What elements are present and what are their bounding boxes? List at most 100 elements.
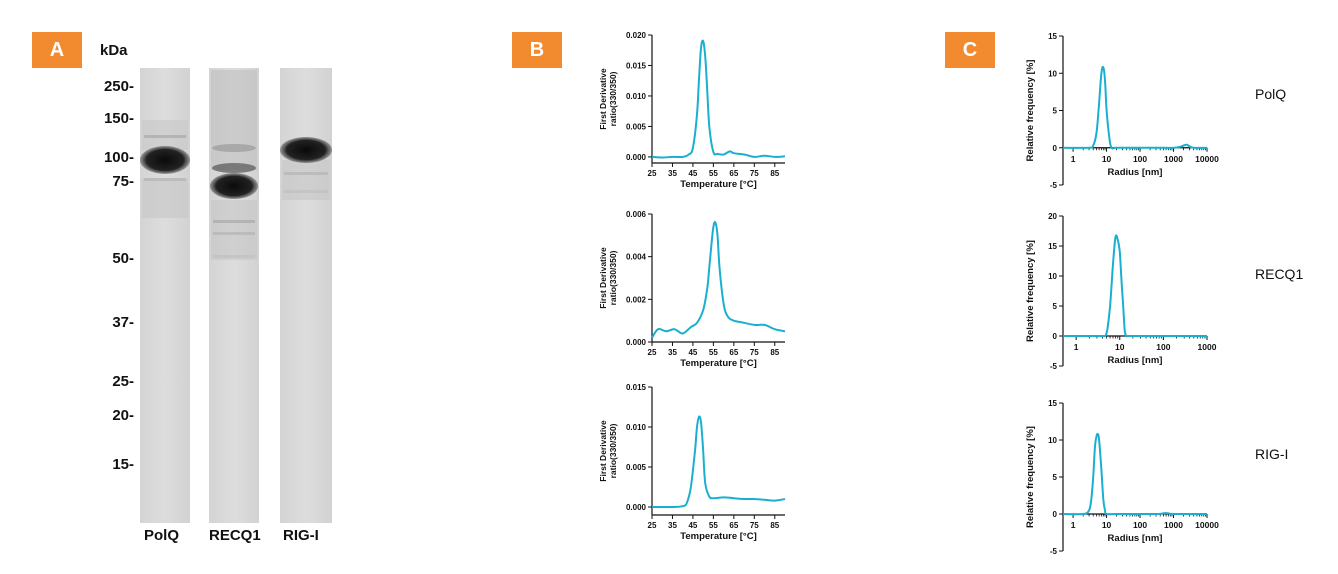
y-tick-label: 15 [1048, 242, 1057, 251]
x-tick-label: 75 [750, 521, 759, 530]
mw-marker: 15- [112, 456, 134, 473]
y-tick-label: 10 [1048, 436, 1057, 445]
y-tick-label: -5 [1050, 362, 1058, 371]
x-axis-title: Radius [nm] [1108, 533, 1163, 544]
protein-label-recq1: RECQ1 [1255, 266, 1304, 282]
x-tick-label: 65 [729, 348, 738, 357]
y-tick-label: 0 [1053, 510, 1058, 519]
y-tick-label: 15 [1048, 399, 1057, 408]
x-tick-label: 75 [750, 169, 759, 178]
gel-lane-label-polq: PolQ [144, 527, 180, 544]
panel-c-badge: C [945, 32, 995, 68]
mw-marker: 150- [103, 110, 134, 127]
gel-lane-label-rigi: RIG-I [283, 527, 319, 544]
y-axis-title: Relative frequency [%] [1025, 240, 1036, 342]
y-tick-label: -5 [1050, 547, 1058, 556]
x-tick-label: 65 [729, 521, 738, 530]
y-tick-label: 0.006 [626, 210, 647, 219]
x-tick-label: 10 [1102, 154, 1112, 164]
y-tick-label: 0.010 [626, 423, 647, 432]
mw-marker: 250- [103, 78, 134, 95]
x-axis-title: Radius [nm] [1108, 355, 1163, 366]
x-tick-label: 25 [648, 348, 657, 357]
x-tick-label: 45 [688, 348, 697, 357]
x-tick-label: 10 [1102, 520, 1112, 530]
x-tick-label: 45 [688, 521, 697, 530]
mw-unit-label: kDa [100, 42, 128, 59]
x-tick-label: 1000 [1164, 520, 1183, 530]
y-tick-label: 0 [1053, 144, 1058, 153]
x-axis-title: Radius [nm] [1108, 167, 1163, 178]
x-tick-label: 55 [709, 169, 718, 178]
x-tick-label: 25 [648, 169, 657, 178]
data-series-line [651, 415, 786, 509]
x-tick-label: 75 [750, 348, 759, 357]
gel-band-rigi [280, 137, 332, 163]
y-tick-label: 0.020 [626, 31, 647, 40]
y-tick-label: 15 [1048, 32, 1057, 41]
x-tick-label: 1 [1071, 520, 1076, 530]
data-series-line [1063, 234, 1207, 338]
x-tick-label: 25 [648, 521, 657, 530]
x-tick-label: 1 [1074, 342, 1079, 352]
mw-marker: 20- [112, 407, 134, 424]
x-tick-label: 100 [1133, 520, 1147, 530]
y-tick-label: 0.004 [626, 253, 647, 262]
data-series-line [651, 39, 786, 159]
x-tick-label: 10 [1115, 342, 1125, 352]
x-tick-label: 1000 [1164, 154, 1183, 164]
y-tick-label: 0.002 [626, 295, 647, 304]
x-axis-title: Temperature [°C] [680, 179, 756, 190]
x-tick-label: 45 [688, 169, 697, 178]
mw-marker: 100- [103, 149, 134, 166]
mw-marker: 25- [112, 373, 134, 390]
y-axis-title: First Derivative [598, 68, 608, 130]
x-axis-title: Temperature [°C] [680, 531, 756, 542]
data-series-line [1062, 432, 1208, 516]
gel-band-recq1 [210, 173, 258, 199]
data-series-line [1062, 65, 1208, 150]
x-tick-label: 55 [709, 521, 718, 530]
y-tick-label: 0.015 [626, 61, 647, 70]
x-tick-label: 35 [668, 169, 677, 178]
x-tick-label: 100 [1133, 154, 1147, 164]
y-axis-title: ratio(330/350) [608, 250, 618, 305]
y-tick-label: 10 [1048, 69, 1057, 78]
mw-marker: 75- [112, 173, 134, 190]
y-tick-label: 5 [1053, 473, 1058, 482]
x-tick-label: 85 [770, 521, 779, 530]
gel-lane-label-recq1: RECQ1 [209, 527, 261, 544]
y-axis-title: Relative frequency [%] [1025, 426, 1036, 528]
y-tick-label: 0.000 [626, 338, 647, 347]
x-axis-title: Temperature [°C] [680, 358, 756, 369]
y-tick-label: 0.000 [626, 153, 647, 162]
x-tick-label: 85 [770, 348, 779, 357]
x-tick-label: 100 [1156, 342, 1170, 352]
protein-label-rigi: RIG-I [1255, 446, 1289, 462]
x-tick-label: 65 [729, 169, 738, 178]
x-tick-label: 85 [770, 169, 779, 178]
mw-marker: 50- [112, 250, 134, 267]
x-tick-label: 10000 [1195, 520, 1219, 530]
x-tick-label: 1 [1071, 154, 1076, 164]
y-tick-label: -5 [1050, 181, 1058, 190]
x-tick-label: 10000 [1195, 154, 1219, 164]
protein-label-polq: PolQ [1255, 86, 1287, 102]
y-axis-title: First Derivative [598, 420, 608, 482]
panel-a-badge: A [32, 32, 82, 68]
x-tick-label: 35 [668, 521, 677, 530]
gel-band-polq [140, 146, 190, 174]
x-tick-label: 55 [709, 348, 718, 357]
y-tick-label: 5 [1053, 107, 1058, 116]
y-tick-label: 0.000 [626, 503, 647, 512]
y-tick-label: 5 [1053, 302, 1058, 311]
y-axis-title: First Derivative [598, 247, 608, 309]
y-tick-label: 20 [1048, 212, 1057, 221]
gel-image [140, 68, 332, 523]
y-tick-label: 0.015 [626, 383, 647, 392]
mw-marker: 37- [112, 314, 134, 331]
x-tick-label: 1000 [1198, 342, 1217, 352]
data-series-line [651, 221, 786, 339]
y-tick-label: 0.005 [626, 122, 647, 131]
y-axis-title: ratio(330/350) [608, 71, 618, 126]
